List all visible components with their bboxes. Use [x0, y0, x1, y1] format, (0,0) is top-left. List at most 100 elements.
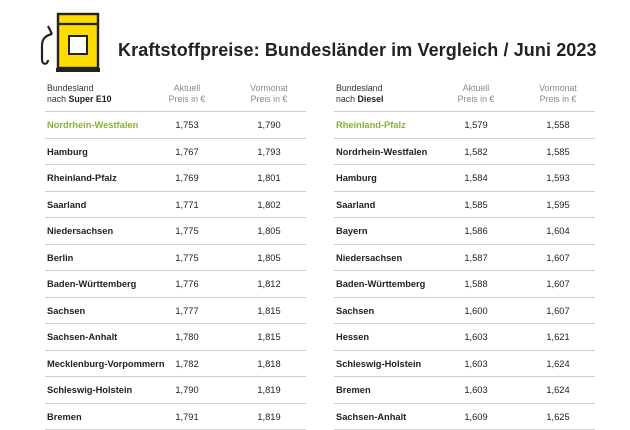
state-cell: Sachsen [336, 306, 374, 316]
aktuell-column-header: Aktuell Preis in € [444, 83, 508, 105]
state-cell: Sachsen-Anhalt [47, 332, 117, 342]
vormonat-price-cell: 1,812 [235, 279, 303, 289]
aktuell-price-cell: 1,584 [444, 173, 508, 183]
state-cell: Mecklenburg-Vorpommern [47, 359, 165, 369]
aktuell-price-cell: 1,600 [444, 306, 508, 316]
table-body: Nordrhein-Westfalen 1,753 1,790 Hamburg 1,76… [45, 111, 306, 430]
vormonat-price-cell: 1,819 [235, 385, 303, 395]
aktuell-price-cell: 1,587 [444, 253, 508, 263]
table-row: Schleswig-Holstein 1,790 1,819 [45, 377, 306, 404]
aktuell-price-cell: 1,585 [444, 200, 508, 210]
state-cell: Baden-Württemberg [336, 279, 425, 289]
table-row: Saarland 1,771 1,802 [45, 192, 306, 219]
vormonat-price-cell: 1,805 [235, 253, 303, 263]
aktuell-price-cell: 1,579 [444, 120, 508, 130]
vormonat-price-cell: 1,819 [235, 412, 303, 422]
super-e10-table: Bundesland nach Super E10 Aktuell Preis … [45, 83, 306, 430]
state-cell: Niedersachsen [47, 226, 113, 236]
table-header: Bundesland nach Diesel Aktuell Preis in … [334, 83, 595, 111]
table-row: Berlin 1,775 1,805 [45, 245, 306, 272]
table-row: Hessen 1,603 1,621 [334, 324, 595, 351]
diesel-table: Bundesland nach Diesel Aktuell Preis in … [334, 83, 595, 430]
aktuell-price-cell: 1,791 [155, 412, 219, 422]
aktuell-price-cell: 1,771 [155, 200, 219, 210]
table-row: Hamburg 1,584 1,593 [334, 165, 595, 192]
vormonat-price-cell: 1,558 [524, 120, 592, 130]
state-cell: Hamburg [47, 147, 88, 157]
vormonat-price-cell: 1,624 [524, 385, 592, 395]
state-cell: Berlin [47, 253, 73, 263]
state-cell: Bremen [336, 385, 371, 395]
state-cell: Rheinland-Pfalz [336, 120, 406, 130]
table-row: Sachsen 1,600 1,607 [334, 298, 595, 325]
aktuell-price-cell: 1,769 [155, 173, 219, 183]
aktuell-price-cell: 1,603 [444, 385, 508, 395]
table-row: Baden-Württemberg 1,776 1,812 [45, 271, 306, 298]
vormonat-price-cell: 1,595 [524, 200, 592, 210]
aktuell-price-cell: 1,753 [155, 120, 219, 130]
vormonat-price-cell: 1,815 [235, 332, 303, 342]
aktuell-price-cell: 1,775 [155, 226, 219, 236]
state-cell: Nordrhein-Westfalen [336, 147, 427, 157]
state-cell: Hessen [336, 332, 369, 342]
table-row: Niedersachsen 1,775 1,805 [45, 218, 306, 245]
aktuell-price-cell: 1,790 [155, 385, 219, 395]
state-column-header: Bundesland nach Diesel [336, 83, 383, 105]
table-row: Rheinland-Pfalz 1,579 1,558 [334, 112, 595, 139]
vormonat-price-cell: 1,585 [524, 147, 592, 157]
state-cell: Rheinland-Pfalz [47, 173, 117, 183]
vormonat-price-cell: 1,805 [235, 226, 303, 236]
table-row: Bremen 1,791 1,819 [45, 404, 306, 430]
fuel-pump-icon [34, 10, 106, 76]
vormonat-price-cell: 1,607 [524, 279, 592, 289]
state-cell: Schleswig-Holstein [336, 359, 421, 369]
aktuell-price-cell: 1,767 [155, 147, 219, 157]
page-title: Kraftstoffpreise: Bundesländer im Vergle… [118, 40, 597, 61]
state-cell: Bayern [336, 226, 368, 236]
state-cell: Sachsen [47, 306, 85, 316]
vormonat-price-cell: 1,815 [235, 306, 303, 316]
state-cell: Sachsen-Anhalt [336, 412, 406, 422]
vormonat-price-cell: 1,818 [235, 359, 303, 369]
state-cell: Saarland [47, 200, 86, 210]
vormonat-price-cell: 1,604 [524, 226, 592, 236]
vormonat-price-cell: 1,790 [235, 120, 303, 130]
table-row: Baden-Württemberg 1,588 1,607 [334, 271, 595, 298]
vormonat-price-cell: 1,801 [235, 173, 303, 183]
table-body: Rheinland-Pfalz 1,579 1,558 Nordrhein-Westf… [334, 111, 595, 430]
aktuell-price-cell: 1,603 [444, 332, 508, 342]
aktuell-price-cell: 1,588 [444, 279, 508, 289]
state-cell: Bremen [47, 412, 82, 422]
table-header: Bundesland nach Super E10 Aktuell Preis … [45, 83, 306, 111]
state-cell: Schleswig-Holstein [47, 385, 132, 395]
state-cell: Nordrhein-Westfalen [47, 120, 138, 130]
vormonat-price-cell: 1,624 [524, 359, 592, 369]
aktuell-price-cell: 1,775 [155, 253, 219, 263]
aktuell-price-cell: 1,609 [444, 412, 508, 422]
aktuell-price-cell: 1,782 [155, 359, 219, 369]
aktuell-price-cell: 1,777 [155, 306, 219, 316]
table-row: Rheinland-Pfalz 1,769 1,801 [45, 165, 306, 192]
vormonat-price-cell: 1,621 [524, 332, 592, 342]
table-row: Nordrhein-Westfalen 1,753 1,790 [45, 112, 306, 139]
state-cell: Baden-Württemberg [47, 279, 136, 289]
vormonat-column-header: Vormonat Preis in € [524, 83, 592, 105]
vormonat-price-cell: 1,625 [524, 412, 592, 422]
table-row: Schleswig-Holstein 1,603 1,624 [334, 351, 595, 378]
table-row: Sachsen 1,777 1,815 [45, 298, 306, 325]
aktuell-price-cell: 1,603 [444, 359, 508, 369]
vormonat-column-header: Vormonat Preis in € [235, 83, 303, 105]
vormonat-price-cell: 1,802 [235, 200, 303, 210]
vormonat-price-cell: 1,593 [524, 173, 592, 183]
aktuell-price-cell: 1,586 [444, 226, 508, 236]
aktuell-column-header: Aktuell Preis in € [155, 83, 219, 105]
vormonat-price-cell: 1,607 [524, 306, 592, 316]
state-cell: Hamburg [336, 173, 377, 183]
aktuell-price-cell: 1,776 [155, 279, 219, 289]
